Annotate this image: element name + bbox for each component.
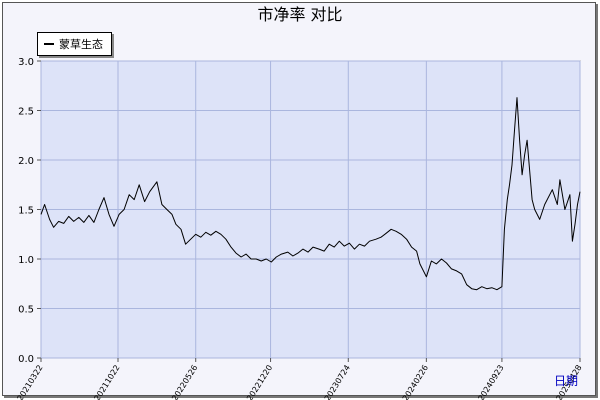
x-tick-label: 20210322 <box>15 363 44 400</box>
date-axis-label: 日期 <box>554 374 579 388</box>
y-tick-label: 2.5 <box>18 107 34 118</box>
chart-title: 市净率 对比 <box>257 5 342 24</box>
y-tick-label: 3.0 <box>18 57 34 68</box>
x-axis: 20210322 20211022 20220526 20221220 20230724… <box>15 358 584 400</box>
y-tick-label: 2.0 <box>18 156 34 167</box>
x-tick-label: 20211022 <box>92 363 121 400</box>
x-tick-label: 20230724 <box>323 363 352 400</box>
legend-label: 蒙草生态 <box>59 38 103 51</box>
series-line <box>40 97 581 291</box>
grid-layer <box>40 60 581 359</box>
series-layer <box>40 97 581 291</box>
y-tick-label: 0.5 <box>18 305 34 316</box>
legend: 蒙草生态 <box>37 32 112 56</box>
legend-swatch <box>44 43 54 45</box>
x-tick-label: 20240923 <box>476 363 505 400</box>
x-tick-label: 20240226 <box>401 363 430 400</box>
y-tick-label: 1.0 <box>18 255 34 266</box>
y-axis: 0.0 0.5 1.0 1.5 2.0 2.5 3.0 <box>18 57 41 365</box>
x-tick-label: 20221220 <box>245 363 274 400</box>
y-tick-label: 1.5 <box>18 206 34 217</box>
x-tick-label: 20220526 <box>170 363 199 400</box>
y-tick-label: 0.0 <box>18 354 34 365</box>
